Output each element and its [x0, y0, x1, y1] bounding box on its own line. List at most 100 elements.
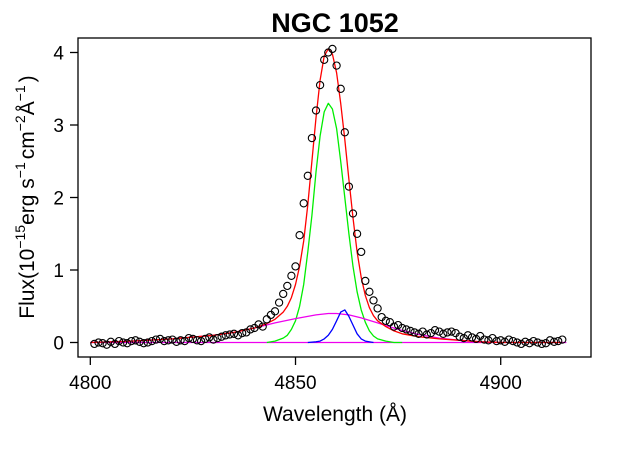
- data-point: [406, 326, 415, 336]
- data-point: [414, 329, 423, 338]
- data-point: [279, 289, 288, 299]
- data-point: [98, 339, 107, 348]
- data-point: [410, 328, 419, 337]
- data-point: [262, 315, 271, 324]
- data-point: [496, 336, 505, 345]
- data-point: [225, 330, 234, 339]
- data-point: [480, 335, 489, 344]
- data-point: [102, 340, 111, 349]
- data-point: [196, 336, 206, 346]
- data-point: [361, 276, 370, 286]
- data-point: [365, 287, 374, 296]
- data-point: [336, 84, 345, 93]
- data-point: [381, 316, 390, 325]
- data-point: [426, 328, 436, 338]
- data-point: [508, 336, 518, 346]
- y-tick-label: 1: [53, 261, 64, 282]
- data-point: [533, 338, 542, 347]
- data-point: [123, 339, 132, 348]
- y-label-exp2: −1: [12, 162, 28, 178]
- data-point: [435, 327, 444, 336]
- data-point: [430, 326, 440, 335]
- data-point: [439, 329, 448, 338]
- data-point: [541, 339, 551, 348]
- data-point: [328, 44, 337, 54]
- data-point: [295, 231, 304, 240]
- data-point: [315, 80, 325, 90]
- y-label-mid2: cm: [16, 131, 39, 159]
- data-point: [357, 247, 366, 257]
- data-point: [558, 335, 567, 344]
- data-point: [422, 330, 431, 339]
- data-point: [340, 128, 349, 137]
- y-label-exp3: −2: [12, 115, 28, 131]
- observed-data-points: [90, 44, 567, 349]
- data-point: [151, 335, 161, 344]
- data-point: [274, 298, 284, 307]
- data-point: [529, 336, 538, 346]
- data-point: [299, 199, 308, 208]
- data-point: [213, 333, 222, 343]
- data-point: [135, 337, 144, 346]
- data-point: [221, 331, 230, 340]
- data-point: [287, 271, 296, 280]
- data-point: [209, 335, 218, 344]
- data-point: [229, 329, 239, 338]
- data-point: [504, 335, 514, 344]
- data-point: [459, 333, 468, 343]
- data-point: [184, 333, 193, 343]
- data-point: [114, 336, 124, 346]
- y-tick-label: 4: [53, 44, 64, 65]
- data-point: [471, 334, 481, 344]
- data-point: [517, 339, 526, 349]
- data-point: [283, 281, 292, 291]
- data-point: [217, 332, 226, 341]
- data-point: [393, 320, 403, 330]
- data-point: [554, 336, 563, 346]
- y-label-prefix: Flux(10: [16, 249, 39, 319]
- data-point: [320, 55, 329, 64]
- data-point: [147, 336, 157, 346]
- data-point: [270, 307, 280, 316]
- data-point: [110, 339, 120, 349]
- data-point: [131, 336, 140, 345]
- data-point: [172, 337, 181, 346]
- data-point: [402, 325, 411, 334]
- data-point: [512, 338, 522, 347]
- data-point: [155, 334, 165, 344]
- data-point: [188, 334, 198, 344]
- data-point: [254, 320, 263, 329]
- y-tick-label: 0: [53, 334, 64, 355]
- data-point: [389, 322, 399, 331]
- data-point: [311, 106, 321, 115]
- fit-curves: [90, 48, 567, 344]
- data-point: [246, 325, 255, 334]
- data-point: [467, 333, 477, 342]
- data-point: [303, 171, 312, 180]
- data-point: [238, 328, 247, 338]
- x-axis-ticks: 4800 4850 4900: [69, 357, 522, 394]
- data-point: [205, 333, 214, 342]
- data-point: [90, 339, 99, 349]
- data-point: [233, 331, 243, 340]
- data-point: [258, 322, 267, 331]
- data-point: [127, 336, 136, 346]
- data-point: [418, 327, 427, 336]
- svg-text:Flux(10−15erg s−1cm−2Å−1): Flux(10−15erg s−1cm−2Å−1): [12, 75, 39, 318]
- data-point: [143, 338, 152, 347]
- series-total-fit: [90, 48, 563, 344]
- data-point: [549, 337, 559, 346]
- data-point: [352, 229, 362, 238]
- data-point: [164, 336, 173, 345]
- data-point: [369, 296, 378, 305]
- y-tick-label: 3: [53, 116, 64, 137]
- data-point: [500, 337, 509, 346]
- data-point: [332, 61, 341, 70]
- data-point: [307, 133, 317, 143]
- data-point: [521, 337, 530, 346]
- data-point: [455, 332, 464, 341]
- data-point: [443, 328, 452, 337]
- x-tick-label: 4900: [480, 373, 522, 394]
- y-label-exp4: −1: [12, 85, 28, 101]
